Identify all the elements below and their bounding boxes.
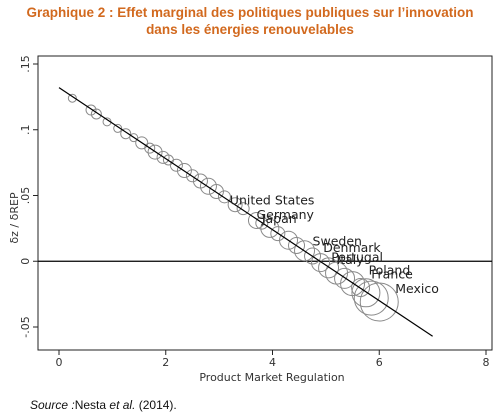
y-axis-label: δz / δREP bbox=[8, 192, 21, 244]
title-line-1: Graphique 2 : Effet marginal des politiq… bbox=[26, 5, 474, 20]
x-tick-label: 8 bbox=[483, 356, 490, 369]
grid-layer: -.05 0 .05 .1 .15 0 2 4 6 8 bbox=[19, 55, 493, 369]
y-tick-label: .1 bbox=[19, 125, 32, 136]
country-label-france: France bbox=[371, 266, 413, 281]
country-label-japan: Japan bbox=[261, 211, 297, 226]
data-point bbox=[176, 163, 192, 179]
country-label-sweden: Sweden bbox=[313, 233, 362, 248]
data-point bbox=[359, 282, 399, 322]
data-point bbox=[227, 197, 243, 213]
data-point bbox=[294, 240, 316, 262]
country-label-portugal: Portugal bbox=[331, 249, 383, 264]
source-prefix: Source : bbox=[30, 398, 75, 412]
chart-marks bbox=[58, 87, 433, 337]
source-etal: et al. bbox=[109, 398, 136, 412]
country-label-united-states: United States bbox=[230, 193, 315, 208]
fitted-regression-line bbox=[58, 87, 433, 337]
y-tick-label: .05 bbox=[19, 187, 32, 205]
data-point bbox=[270, 226, 286, 242]
data-point bbox=[288, 236, 306, 254]
data-point bbox=[113, 123, 123, 133]
data-point bbox=[304, 247, 322, 265]
data-point bbox=[247, 211, 265, 229]
country-label-mexico: Mexico bbox=[395, 281, 439, 296]
y-tick-label: -.05 bbox=[19, 316, 32, 337]
data-point bbox=[120, 128, 132, 140]
data-point bbox=[217, 190, 231, 204]
data-point bbox=[169, 158, 183, 172]
source-note: Source :Nesta et al. (2014). bbox=[30, 398, 177, 412]
y-tick-label: .15 bbox=[19, 55, 32, 73]
source-year: (2014). bbox=[135, 398, 177, 412]
data-point bbox=[147, 144, 163, 160]
x-axis-label: Product Market Regulation bbox=[199, 371, 344, 384]
x-tick-label: 4 bbox=[269, 356, 276, 369]
data-point bbox=[260, 218, 280, 238]
x-tick-label: 2 bbox=[162, 356, 169, 369]
country-label-poland: Poland bbox=[369, 262, 411, 277]
plot-frame bbox=[37, 55, 493, 351]
data-point bbox=[185, 169, 199, 183]
data-point bbox=[255, 216, 269, 230]
country-labels: United StatesGermanyJapanSwedenDenmarkPo… bbox=[230, 193, 439, 296]
title-line-2: dans les énergies renouvelables bbox=[146, 22, 354, 37]
data-point bbox=[129, 133, 139, 143]
data-point bbox=[236, 202, 250, 216]
chart-title: Graphique 2 : Effet marginal des politiq… bbox=[0, 4, 500, 38]
y-tick-label: 0 bbox=[19, 258, 32, 265]
data-point bbox=[135, 136, 149, 150]
data-point bbox=[208, 184, 224, 200]
country-label-germany: Germany bbox=[256, 207, 314, 222]
data-point bbox=[67, 93, 77, 103]
data-point bbox=[351, 278, 381, 308]
data-point bbox=[311, 253, 331, 273]
x-tick-label: 6 bbox=[376, 356, 383, 369]
data-point bbox=[156, 150, 170, 164]
data-point bbox=[144, 142, 156, 154]
data-point bbox=[90, 108, 102, 120]
data-point bbox=[334, 267, 356, 289]
x-tick-label: 0 bbox=[56, 356, 63, 369]
source-authors: Nesta bbox=[74, 398, 110, 412]
data-point bbox=[318, 257, 340, 279]
data-point bbox=[353, 280, 389, 316]
country-label-italy: Italy bbox=[337, 252, 365, 267]
data-point bbox=[199, 177, 217, 195]
country-label-denmark: Denmark bbox=[323, 240, 381, 255]
data-point bbox=[279, 230, 299, 250]
